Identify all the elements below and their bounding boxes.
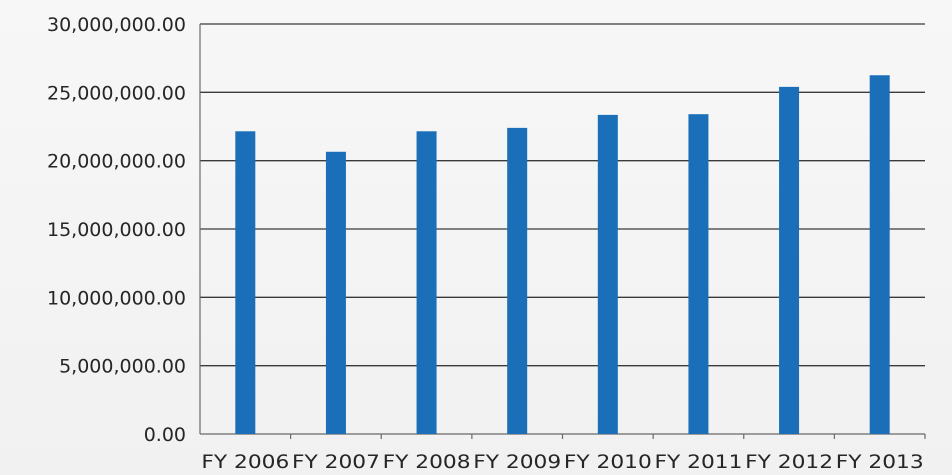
bar-fy-2011 [688,114,709,434]
x-tick-label-7: FY 2013 [836,451,924,473]
gridlines [200,23,925,367]
x-tick-label-2: FY 2008 [383,451,471,473]
bar-fy-2009 [507,127,528,434]
bar-fy-2006 [235,131,256,435]
y-tick-label-1: 5,000,000.00 [59,356,186,378]
bar-fy-2007 [325,151,346,435]
bars [235,75,890,435]
bar-fy-2013 [869,75,890,434]
x-tick-label-4: FY 2010 [564,451,652,473]
y-tick-label-6: 30,000,000.00 [47,14,186,36]
y-tick-label-2: 10,000,000.00 [47,287,186,309]
bar-fy-2008 [416,131,437,435]
x-tick-label-5: FY 2011 [654,451,742,473]
x-tick-label-1: FY 2007 [292,451,380,473]
x-tick-label-0: FY 2006 [201,451,289,473]
bar-fy-2012 [779,86,800,434]
y-tick-label-3: 15,000,000.00 [47,219,186,241]
axes [199,24,926,439]
y-axis-tick-labels: 0.00 5,000,000.00 10,000,000.00 15,000,000.… [47,14,186,446]
x-tick-label-6: FY 2012 [745,451,833,473]
y-tick-label-0: 0.00 [144,424,186,446]
y-tick-label-5: 25,000,000.00 [47,82,186,104]
bar-fy-2010 [597,114,618,434]
y-tick-label-4: 20,000,000.00 [47,151,186,173]
x-axis-tick-labels: FY 2006 FY 2007 FY 2008 FY 2009 FY 2010 FY 20… [201,451,923,473]
x-tick-label-3: FY 2009 [473,451,561,473]
